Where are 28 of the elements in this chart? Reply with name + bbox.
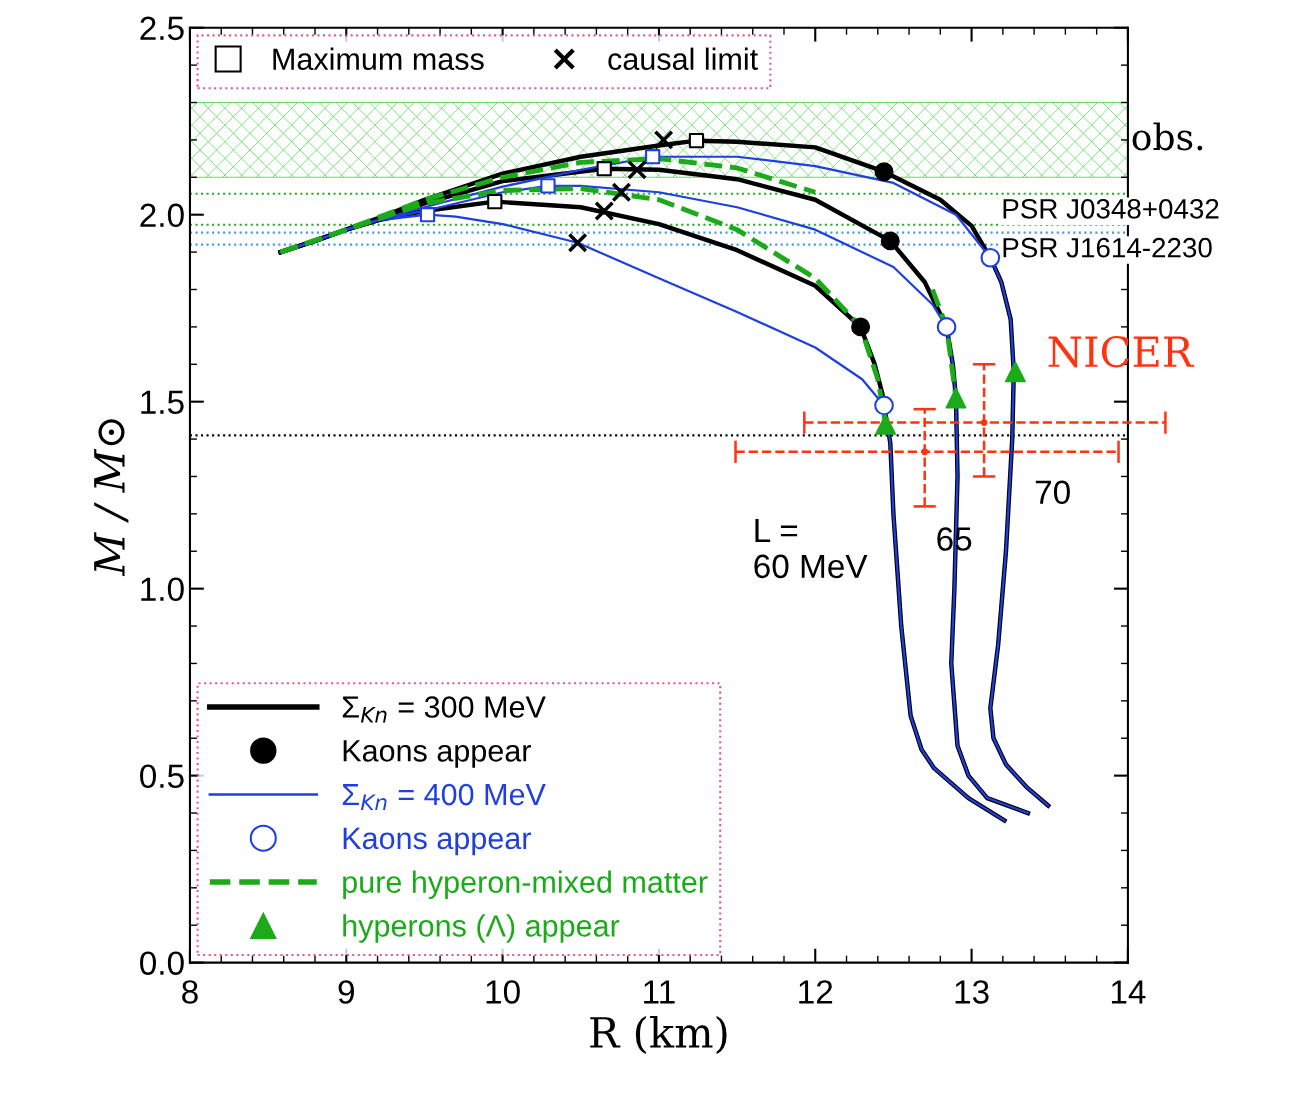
annotation: 70 bbox=[1035, 480, 1070, 505]
y-tick-label: 0.5 bbox=[140, 764, 184, 789]
ref-line-label: PSR J0348+0432 bbox=[1003, 198, 1219, 219]
x-tick-label: 14 bbox=[1111, 980, 1146, 1004]
y-tick-label: 1.5 bbox=[141, 390, 184, 415]
x-tick-label: 12 bbox=[799, 980, 833, 1004]
x-tick-label: 8 bbox=[182, 980, 198, 1004]
x-tick-label: 11 bbox=[644, 980, 675, 1004]
legend-label: Σ$_{Kn}$ = 400 MeV bbox=[342, 783, 546, 811]
y-axis-title: M / M⊙ bbox=[94, 419, 129, 577]
x-axis-title: R (km) bbox=[590, 1015, 727, 1055]
band-label: obs. bbox=[1132, 122, 1203, 151]
annotation: L = 60 MeV bbox=[754, 519, 868, 579]
legend-label: Kaons appear bbox=[343, 740, 531, 768]
legend-label: Kaons appear bbox=[343, 827, 531, 856]
y-tick-label: 1.0 bbox=[141, 577, 184, 602]
legend-label: Σ$_{Kn}$ = 300 MeV bbox=[342, 696, 546, 723]
ref-line-label: PSR J1614-2230 bbox=[1003, 237, 1212, 258]
legend-label: pure hyperon-mixed matter bbox=[343, 870, 708, 899]
x-tick-label: 10 bbox=[486, 980, 520, 1004]
legend-label: Maximum mass bbox=[273, 47, 484, 71]
x-tick-label: 13 bbox=[955, 980, 989, 1004]
legend-label: causal limit bbox=[608, 47, 758, 71]
y-tick-label: 2.5 bbox=[140, 16, 184, 41]
legend-label: hyperons (Λ) appear bbox=[343, 914, 620, 943]
y-tick-label: 0.0 bbox=[140, 951, 184, 976]
x-tick-label: 9 bbox=[338, 980, 354, 1004]
y-tick-label: 2.0 bbox=[140, 203, 184, 228]
